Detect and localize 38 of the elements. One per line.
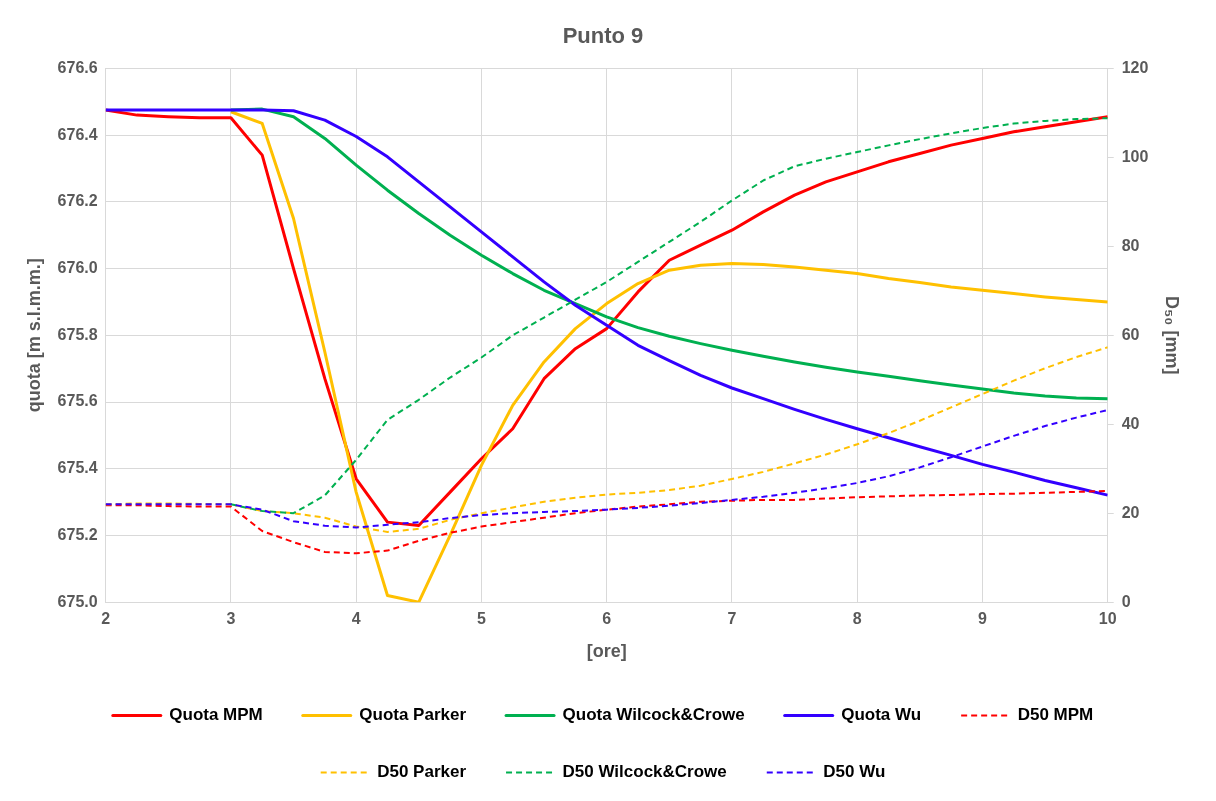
legend-label: D50 Wu (823, 762, 886, 782)
y2-tick-label: 20 (1121, 503, 1140, 521)
x-tick-label: 10 (1098, 610, 1117, 628)
y2-axis-title: D₅₀ [mm] (1162, 296, 1183, 375)
x-tick-label: 3 (226, 610, 236, 628)
x-tick-label: 8 (852, 610, 862, 628)
legend-label: Quota MPM (169, 705, 263, 725)
y2-tick-label: 0 (1121, 592, 1131, 610)
y-tick-label: 675.4 (57, 459, 98, 477)
chart-title: Punto 9 (562, 23, 644, 49)
y-tick-label: 676.6 (57, 58, 98, 76)
x-axis-title: [ore] (586, 641, 627, 662)
y2-tick-label: 120 (1121, 58, 1149, 76)
y-tick-label: 675.8 (57, 325, 98, 343)
line-series (105, 489, 1108, 555)
x-tick-label: 7 (727, 610, 737, 628)
y2-tick-label: 40 (1121, 414, 1140, 432)
y-tick-label: 675.6 (57, 392, 98, 410)
y-tick-label: 676.2 (57, 192, 98, 210)
x-tick-label: 5 (476, 610, 486, 628)
y-tick-label: 675.0 (57, 592, 98, 610)
legend-label: D50 Parker (377, 762, 467, 782)
x-tick-label: 2 (101, 610, 111, 628)
x-tick-label: 9 (977, 610, 987, 628)
y-tick-label: 675.2 (57, 525, 98, 543)
legend-label: D50 MPM (1017, 705, 1094, 725)
y2-tick-label: 100 (1121, 147, 1149, 165)
y2-tick-label: 60 (1121, 325, 1140, 343)
legend-label: Quota Wu (841, 705, 922, 725)
legend-label: D50 Wilcock&Crowe (562, 762, 727, 782)
y2-tick-label: 80 (1121, 236, 1140, 254)
legend-label: Quota Wilcock&Crowe (562, 705, 745, 725)
y-tick-label: 676.4 (57, 125, 98, 143)
y-tick-label: 676.0 (57, 258, 98, 276)
y-axis-title: quota [m s.l.m.m.] (23, 258, 44, 413)
x-tick-label: 6 (602, 610, 612, 628)
legend-label: Quota Parker (359, 705, 467, 725)
x-tick-label: 4 (351, 610, 361, 628)
